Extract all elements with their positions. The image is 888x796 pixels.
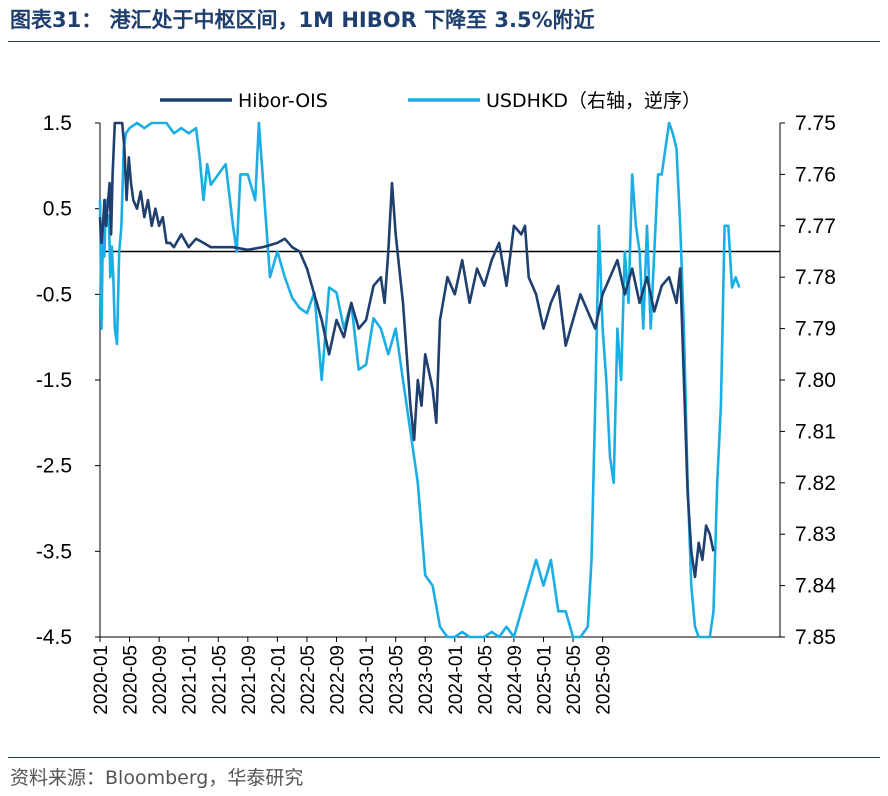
x-tick-label: 2025-01 (534, 645, 555, 715)
left-tick-label: 0.5 (43, 198, 72, 221)
right-tick-label: 7.77 (795, 215, 836, 238)
source-note: 资料来源：Bloomberg，华泰研究 (10, 767, 304, 789)
right-tick-label: 7.79 (795, 318, 836, 341)
right-tick-label: 7.78 (795, 266, 836, 289)
right-tick-label: 7.85 (795, 626, 836, 649)
left-tick-label: -4.5 (36, 626, 72, 649)
series-lines (98, 121, 741, 639)
right-tick-label: 7.80 (795, 369, 836, 392)
right-tick-label: 7.81 (795, 420, 836, 443)
right-tick-label: 7.75 (795, 112, 836, 135)
x-tick-label: 2023-05 (387, 645, 408, 715)
x-tick-label: 2020-09 (150, 645, 171, 715)
left-tick-label: -0.5 (36, 283, 72, 306)
x-tick-label: 2024-01 (446, 645, 467, 715)
series-line-usdhkd (98, 121, 741, 639)
right-tick-label: 7.82 (795, 472, 836, 495)
left-tick-label: -2.5 (36, 455, 72, 478)
chart-title: 图表31： 港汇处于中枢区间，1M HIBOR 下降至 3.5%附近 (10, 8, 595, 32)
tick-labels: 1.5 0.5 -0.5 -1.5 -2.5 -3.5 -4.5 7.75 7.76 7.77 7.… (36, 112, 836, 715)
x-tick-label: 2025-09 (594, 645, 615, 715)
series-line-hibor-ois (98, 121, 715, 579)
x-tick-label: 2022-01 (268, 645, 289, 715)
chart: 1.5 0.5 -0.5 -1.5 -2.5 -3.5 -4.5 7.75 7.76 7.77 7.… (36, 90, 836, 715)
legend: Hibor-OIS USDHKD（右轴，逆序） (160, 90, 701, 112)
x-tick-label: 2022-05 (298, 645, 319, 715)
x-tick-label: 2021-01 (180, 645, 201, 715)
right-tick-label: 7.84 (795, 575, 836, 598)
title-divider (8, 41, 880, 42)
x-tick-label: 2023-09 (416, 645, 437, 715)
right-tick-label: 7.76 (795, 163, 836, 186)
left-tick-label: -3.5 (36, 540, 72, 563)
x-tick-label: 2021-05 (209, 645, 230, 715)
x-tick-label: 2020-01 (91, 645, 112, 715)
legend-usdhkd-label: USDHKD（右轴，逆序） (486, 90, 701, 112)
axes (95, 122, 785, 642)
left-tick-label: 1.5 (43, 112, 72, 135)
x-tick-label: 2024-09 (505, 645, 526, 715)
x-tick-label: 2020-05 (121, 645, 142, 715)
x-tick-label: 2021-09 (239, 645, 260, 715)
legend-hibor-ois-label: Hibor-OIS (238, 90, 328, 112)
x-tick-label: 2025-05 (564, 645, 585, 715)
x-tick-label: 2024-05 (475, 645, 496, 715)
right-tick-label: 7.83 (795, 523, 836, 546)
x-tick-label: 2023-01 (357, 645, 378, 715)
source-divider (8, 757, 880, 758)
x-tick-label: 2022-09 (328, 645, 349, 715)
left-tick-label: -1.5 (36, 369, 72, 392)
